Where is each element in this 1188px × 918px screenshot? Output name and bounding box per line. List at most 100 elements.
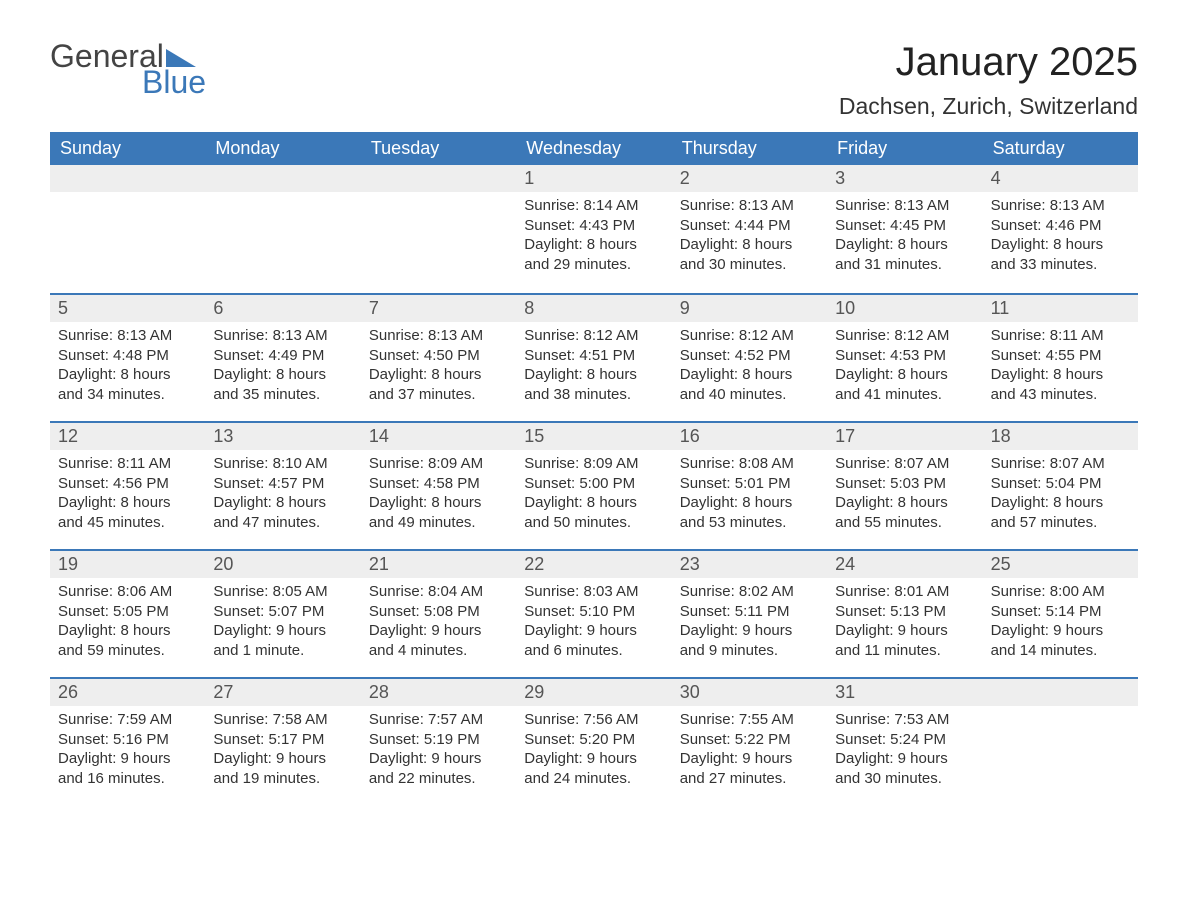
calendar-cell: 14Sunrise: 8:09 AMSunset: 4:58 PMDayligh…	[361, 421, 516, 549]
daylight-text: Daylight: 9 hours and 27 minutes.	[680, 749, 819, 788]
daylight-text: Daylight: 8 hours and 53 minutes.	[680, 493, 819, 532]
sunrise-text: Sunrise: 8:12 AM	[835, 326, 974, 346]
sunrise-text: Sunrise: 8:09 AM	[369, 454, 508, 474]
daylight-text: Daylight: 8 hours and 59 minutes.	[58, 621, 197, 660]
daylight-text: Daylight: 9 hours and 4 minutes.	[369, 621, 508, 660]
sunrise-text: Sunrise: 8:02 AM	[680, 582, 819, 602]
sunset-text: Sunset: 5:07 PM	[213, 602, 352, 622]
day-body: Sunrise: 7:56 AMSunset: 5:20 PMDaylight:…	[516, 706, 671, 796]
day-body: Sunrise: 7:59 AMSunset: 5:16 PMDaylight:…	[50, 706, 205, 796]
dow-header: Saturday	[983, 132, 1138, 165]
dow-header: Wednesday	[516, 132, 671, 165]
daylight-text: Daylight: 9 hours and 6 minutes.	[524, 621, 663, 660]
calendar-cell: 10Sunrise: 8:12 AMSunset: 4:53 PMDayligh…	[827, 293, 982, 421]
sunset-text: Sunset: 5:20 PM	[524, 730, 663, 750]
sunset-text: Sunset: 4:45 PM	[835, 216, 974, 236]
day-body	[361, 192, 516, 282]
page-header: General Blue January 2025 Dachsen, Zuric…	[50, 40, 1138, 120]
calendar-cell: 17Sunrise: 8:07 AMSunset: 5:03 PMDayligh…	[827, 421, 982, 549]
calendar-cell-empty	[50, 165, 205, 293]
title-block: January 2025 Dachsen, Zurich, Switzerlan…	[839, 40, 1138, 120]
calendar-grid: SundayMondayTuesdayWednesdayThursdayFrid…	[50, 132, 1138, 805]
calendar-cell: 12Sunrise: 8:11 AMSunset: 4:56 PMDayligh…	[50, 421, 205, 549]
day-number	[983, 677, 1138, 706]
sunset-text: Sunset: 4:58 PM	[369, 474, 508, 494]
day-body: Sunrise: 8:13 AMSunset: 4:48 PMDaylight:…	[50, 322, 205, 412]
sunset-text: Sunset: 5:08 PM	[369, 602, 508, 622]
calendar-cell: 13Sunrise: 8:10 AMSunset: 4:57 PMDayligh…	[205, 421, 360, 549]
sunset-text: Sunset: 4:46 PM	[991, 216, 1130, 236]
day-body: Sunrise: 8:04 AMSunset: 5:08 PMDaylight:…	[361, 578, 516, 668]
calendar-cell: 5Sunrise: 8:13 AMSunset: 4:48 PMDaylight…	[50, 293, 205, 421]
sunset-text: Sunset: 5:05 PM	[58, 602, 197, 622]
sunrise-text: Sunrise: 7:55 AM	[680, 710, 819, 730]
sunrise-text: Sunrise: 8:11 AM	[991, 326, 1130, 346]
day-body: Sunrise: 8:11 AMSunset: 4:56 PMDaylight:…	[50, 450, 205, 540]
day-body: Sunrise: 8:06 AMSunset: 5:05 PMDaylight:…	[50, 578, 205, 668]
calendar-cell: 23Sunrise: 8:02 AMSunset: 5:11 PMDayligh…	[672, 549, 827, 677]
day-body: Sunrise: 8:13 AMSunset: 4:46 PMDaylight:…	[983, 192, 1138, 282]
daylight-text: Daylight: 9 hours and 1 minute.	[213, 621, 352, 660]
sunset-text: Sunset: 4:57 PM	[213, 474, 352, 494]
calendar-cell: 3Sunrise: 8:13 AMSunset: 4:45 PMDaylight…	[827, 165, 982, 293]
sunrise-text: Sunrise: 8:10 AM	[213, 454, 352, 474]
day-body: Sunrise: 8:07 AMSunset: 5:03 PMDaylight:…	[827, 450, 982, 540]
sunrise-text: Sunrise: 8:14 AM	[524, 196, 663, 216]
sunset-text: Sunset: 5:03 PM	[835, 474, 974, 494]
calendar-cell: 15Sunrise: 8:09 AMSunset: 5:00 PMDayligh…	[516, 421, 671, 549]
daylight-text: Daylight: 8 hours and 50 minutes.	[524, 493, 663, 532]
day-number: 3	[827, 165, 982, 192]
dow-header: Monday	[205, 132, 360, 165]
day-number: 25	[983, 549, 1138, 578]
day-number: 13	[205, 421, 360, 450]
daylight-text: Daylight: 8 hours and 41 minutes.	[835, 365, 974, 404]
daylight-text: Daylight: 8 hours and 49 minutes.	[369, 493, 508, 532]
day-body: Sunrise: 8:11 AMSunset: 4:55 PMDaylight:…	[983, 322, 1138, 412]
logo-text-blue: Blue	[142, 66, 206, 98]
sunrise-text: Sunrise: 7:59 AM	[58, 710, 197, 730]
calendar-cell: 28Sunrise: 7:57 AMSunset: 5:19 PMDayligh…	[361, 677, 516, 805]
day-number: 22	[516, 549, 671, 578]
day-number	[50, 165, 205, 192]
day-body: Sunrise: 8:09 AMSunset: 4:58 PMDaylight:…	[361, 450, 516, 540]
sunrise-text: Sunrise: 7:57 AM	[369, 710, 508, 730]
daylight-text: Daylight: 8 hours and 37 minutes.	[369, 365, 508, 404]
daylight-text: Daylight: 8 hours and 40 minutes.	[680, 365, 819, 404]
day-body: Sunrise: 8:05 AMSunset: 5:07 PMDaylight:…	[205, 578, 360, 668]
sunset-text: Sunset: 4:50 PM	[369, 346, 508, 366]
sunrise-text: Sunrise: 8:11 AM	[58, 454, 197, 474]
sunrise-text: Sunrise: 8:03 AM	[524, 582, 663, 602]
sunset-text: Sunset: 5:11 PM	[680, 602, 819, 622]
sunrise-text: Sunrise: 8:07 AM	[991, 454, 1130, 474]
dow-header: Friday	[827, 132, 982, 165]
sunset-text: Sunset: 4:44 PM	[680, 216, 819, 236]
day-number	[361, 165, 516, 192]
sunset-text: Sunset: 5:04 PM	[991, 474, 1130, 494]
day-number: 23	[672, 549, 827, 578]
day-number: 10	[827, 293, 982, 322]
day-number: 7	[361, 293, 516, 322]
day-body	[205, 192, 360, 282]
day-number: 17	[827, 421, 982, 450]
daylight-text: Daylight: 8 hours and 45 minutes.	[58, 493, 197, 532]
day-body: Sunrise: 8:03 AMSunset: 5:10 PMDaylight:…	[516, 578, 671, 668]
day-number: 20	[205, 549, 360, 578]
calendar-cell: 24Sunrise: 8:01 AMSunset: 5:13 PMDayligh…	[827, 549, 982, 677]
sunrise-text: Sunrise: 7:53 AM	[835, 710, 974, 730]
calendar-cell: 30Sunrise: 7:55 AMSunset: 5:22 PMDayligh…	[672, 677, 827, 805]
sunrise-text: Sunrise: 8:04 AM	[369, 582, 508, 602]
day-body: Sunrise: 7:58 AMSunset: 5:17 PMDaylight:…	[205, 706, 360, 796]
sunrise-text: Sunrise: 8:12 AM	[680, 326, 819, 346]
sunrise-text: Sunrise: 8:00 AM	[991, 582, 1130, 602]
day-number: 5	[50, 293, 205, 322]
daylight-text: Daylight: 8 hours and 35 minutes.	[213, 365, 352, 404]
month-title: January 2025	[839, 40, 1138, 85]
sunset-text: Sunset: 4:48 PM	[58, 346, 197, 366]
sunset-text: Sunset: 5:13 PM	[835, 602, 974, 622]
day-body: Sunrise: 8:12 AMSunset: 4:53 PMDaylight:…	[827, 322, 982, 412]
day-number: 27	[205, 677, 360, 706]
daylight-text: Daylight: 8 hours and 57 minutes.	[991, 493, 1130, 532]
sunset-text: Sunset: 4:52 PM	[680, 346, 819, 366]
daylight-text: Daylight: 8 hours and 30 minutes.	[680, 235, 819, 274]
sunset-text: Sunset: 4:56 PM	[58, 474, 197, 494]
